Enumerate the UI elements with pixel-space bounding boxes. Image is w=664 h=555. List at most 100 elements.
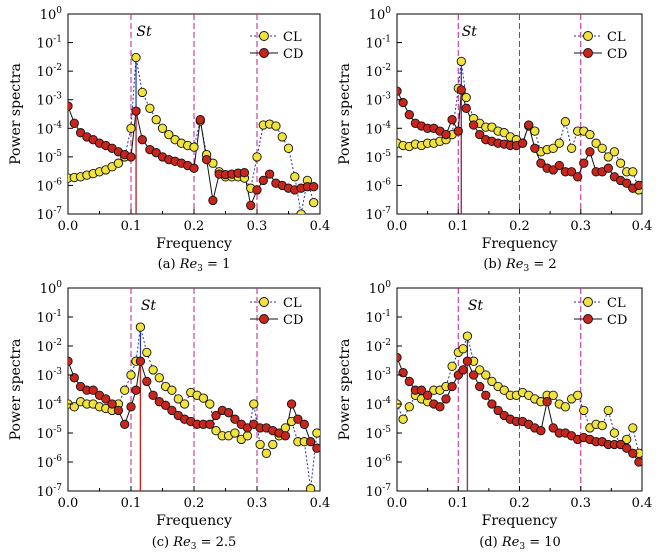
data-point-cl [481, 370, 491, 380]
y-tick-label: 100 [369, 6, 392, 23]
x-tick-label: 0.2 [184, 496, 205, 511]
data-point-cl [312, 428, 320, 438]
legend-marker-cd [259, 48, 269, 58]
y-tick-base: 10 [366, 37, 383, 52]
y-tick-label: 10-3 [366, 367, 392, 384]
x-tick-label: 0.2 [509, 219, 530, 234]
data-point-cl [461, 92, 471, 103]
data-point-cd [309, 182, 319, 192]
legend-label-cd: CD [283, 313, 303, 328]
data-point-cl [579, 405, 589, 416]
data-point-cl [268, 439, 278, 450]
data-point-cd [481, 390, 491, 400]
y-tick-label: 10-3 [366, 92, 392, 109]
data-point-cl [456, 56, 466, 67]
x-tick-label: 0.1 [121, 496, 142, 511]
data-point-cd [397, 86, 402, 96]
data-point-cd [548, 423, 558, 433]
data-point-cd [126, 152, 136, 162]
y-tick-base: 10 [37, 340, 54, 355]
data-point-cl [198, 393, 209, 403]
y-tick-exponent: -5 [53, 425, 62, 435]
data-point-cd [475, 129, 485, 140]
data-point-cl [157, 123, 168, 133]
data-point-cd [160, 400, 171, 410]
data-point-cl [530, 126, 540, 136]
data-point-cd [167, 405, 177, 416]
y-tick-base: 10 [37, 179, 54, 194]
data-point-cd [211, 410, 221, 421]
data-point-cd [554, 160, 564, 171]
panel-caption: (d) Re3 = 10 [479, 535, 561, 552]
y-tick-base: 10 [37, 485, 54, 500]
y-tick-base: 10 [369, 282, 386, 297]
data-point-cd [397, 352, 402, 363]
y-tick-label: 10-5 [37, 425, 63, 442]
data-point-cl [628, 167, 638, 177]
y-tick-label: 10-2 [37, 338, 62, 355]
x-tick-label: 0.1 [448, 219, 469, 234]
data-point-cd [456, 85, 466, 95]
y-tick-exponent: -7 [53, 483, 62, 493]
x-tick-label: 0.4 [632, 219, 653, 234]
x-axis-label: Frequency [482, 513, 558, 529]
data-point-cd [422, 390, 433, 400]
data-point-cd [461, 103, 471, 113]
caption-subscript: 3 [191, 542, 197, 552]
data-point-cl [628, 423, 638, 433]
data-point-cd [201, 154, 212, 165]
y-tick-label: 10-7 [37, 483, 63, 500]
data-point-cd [628, 448, 638, 458]
series-line-cl [68, 57, 315, 214]
data-point-cd [462, 356, 473, 366]
x-tick-label: 0.0 [58, 219, 79, 234]
x-axis-label: Frequency [156, 513, 232, 529]
data-point-cd [447, 115, 457, 125]
legend-marker-cl [259, 297, 269, 307]
y-tick-base: 10 [366, 179, 383, 194]
data-point-cd [453, 126, 463, 136]
y-tick-base: 10 [366, 151, 383, 166]
caption-suffix: = 10 [525, 535, 561, 550]
y-tick-label: 10-5 [37, 149, 63, 166]
data-point-cd [404, 376, 414, 387]
y-tick-exponent: -7 [382, 206, 391, 216]
data-point-cl [487, 376, 497, 387]
panel-b: 0.0 0.1 0.2 0.3 0.410010-110-210-310-410-510… [337, 6, 652, 274]
y-tick-exponent: -1 [382, 309, 391, 319]
data-point-cl [205, 399, 215, 409]
data-point-cl [142, 347, 152, 358]
data-point-cd [312, 443, 320, 453]
data-point-cl [173, 394, 183, 404]
data-point-cd [566, 167, 577, 177]
y-tick-base: 10 [366, 456, 383, 471]
y-tick-exponent: -2 [382, 63, 391, 73]
data-point-cd [131, 106, 141, 116]
data-point-cl [548, 143, 558, 153]
data-point-cd [468, 120, 479, 130]
data-point-cd [585, 147, 595, 157]
y-tick-base: 10 [37, 65, 54, 80]
data-point-cl [462, 331, 473, 341]
y-tick-label: 10-6 [366, 177, 392, 194]
y-tick-label: 10-4 [366, 396, 392, 413]
legend-label-cd: CD [283, 47, 303, 62]
data-point-cl [151, 115, 161, 125]
data-point-cd [258, 175, 268, 186]
y-tick-exponent: -4 [53, 120, 62, 130]
data-point-cl [597, 143, 607, 153]
data-point-cd [75, 128, 86, 138]
st-annotation: St [141, 298, 157, 314]
data-point-cl [554, 138, 564, 148]
data-point-cl [120, 385, 130, 395]
x-tick-label: 0.2 [509, 496, 530, 511]
y-tick-label: 10-5 [366, 425, 392, 442]
caption-prefix: (a) [158, 257, 180, 272]
data-point-cd [305, 437, 316, 447]
data-point-cd [536, 426, 546, 436]
data-point-cd [246, 200, 256, 211]
data-point-cl [283, 143, 294, 153]
legend-marker-cd [583, 314, 593, 324]
data-point-cd [299, 419, 309, 429]
y-tick-exponent: -4 [382, 396, 391, 406]
